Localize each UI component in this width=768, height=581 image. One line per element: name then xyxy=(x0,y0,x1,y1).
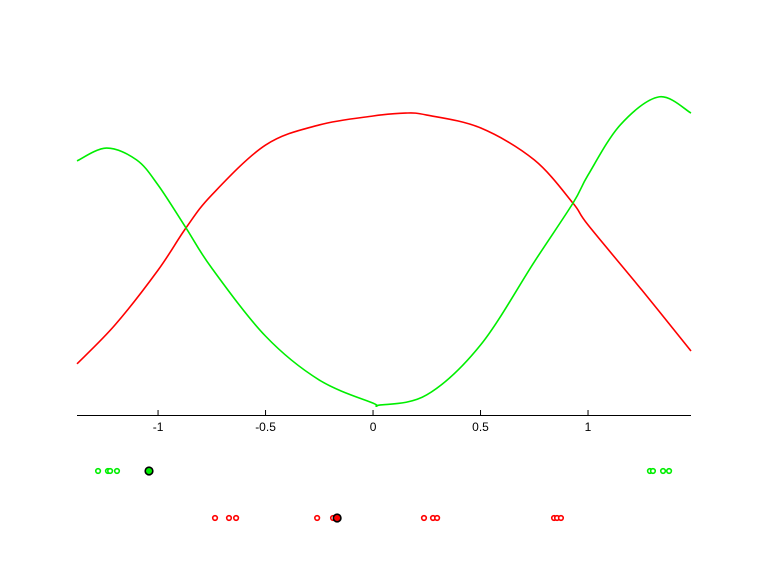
sample-point xyxy=(649,467,657,475)
highlight-point xyxy=(144,466,154,476)
sample-point xyxy=(314,514,321,522)
sample-points xyxy=(94,466,673,523)
curves xyxy=(76,96,692,407)
sample-point xyxy=(225,514,233,522)
sample-point xyxy=(557,514,565,522)
sample-point xyxy=(434,514,441,522)
x-axis xyxy=(77,410,691,416)
sample-point xyxy=(659,467,667,475)
x-tick-label: -1 xyxy=(153,420,164,434)
sample-point xyxy=(420,514,428,522)
x-tick-label: -0.5 xyxy=(255,420,276,434)
red-curve xyxy=(76,112,692,365)
highlight-point xyxy=(332,513,342,523)
sample-point xyxy=(665,467,673,475)
sample-point xyxy=(211,514,219,522)
x-ticks: -1 -0.5 0 0.5 1 xyxy=(153,420,592,434)
x-tick-label: 1 xyxy=(585,420,592,434)
sample-point xyxy=(94,467,102,475)
sample-point xyxy=(107,467,114,475)
green-curve xyxy=(76,96,692,407)
x-tick-label: 0.5 xyxy=(472,420,489,434)
sample-point xyxy=(232,514,240,522)
x-tick-label: 0 xyxy=(370,420,377,434)
sample-point xyxy=(113,467,121,475)
